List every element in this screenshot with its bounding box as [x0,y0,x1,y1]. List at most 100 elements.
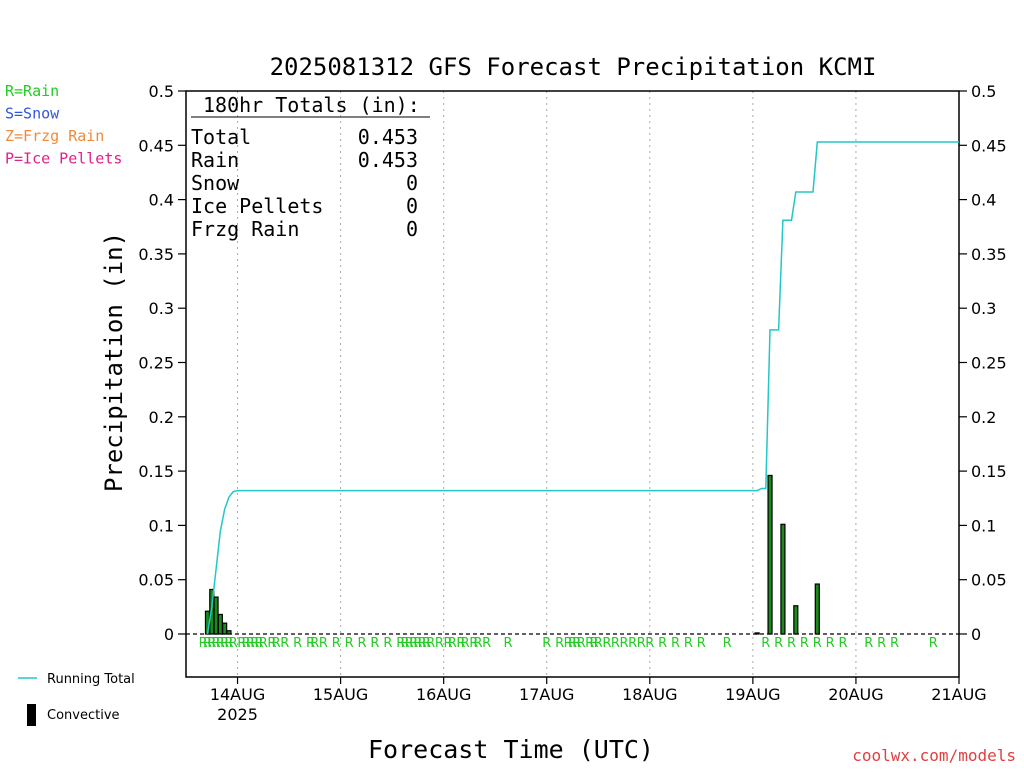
precip-type-mark: R [448,636,457,651]
precip-type-mark: R [203,636,212,651]
y-tick-label-left: 0.2 [149,408,174,427]
chart-title: 2025081312 GFS Forecast Precipitation KC… [270,53,877,81]
precip-type-mark: R [229,636,238,651]
totals-row-value: 0.453 [358,148,418,172]
precip-type-mark: R [761,636,770,651]
x-tick-label: 18AUG [622,685,677,704]
precip-type-mark: R [443,636,452,651]
x-tick-label: 15AUG [313,685,368,704]
precip-type-mark: R [594,636,603,651]
y-tick-label-right: 0.3 [971,299,996,318]
precip-type-mark: R [469,636,478,651]
precip-type-mark: R [435,636,444,651]
y-tick-label-left: 0.4 [149,191,174,210]
type-legend-item: P=Ice Pellets [5,150,122,168]
precip-type-mark: R [826,636,835,651]
precip-type-mark: R [310,636,319,651]
precip-type-mark: R [405,636,414,651]
precip-type-mark: R [564,636,573,651]
precip-type-mark: R [250,636,259,651]
totals-row-value: 0 [406,217,418,241]
convective-bar [222,622,228,635]
x-tick-label: 16AUG [416,685,471,704]
legend-label: Convective [47,708,120,723]
precip-type-mark: R [413,636,422,651]
precip-type-mark: R [199,636,208,651]
convective-bar [217,613,223,635]
precip-type-mark: R [456,636,465,651]
totals-row-label: Snow [191,171,240,195]
convective-bar [226,630,232,635]
precip-type-mark: R [774,636,783,651]
y-tick-label-right: 0.5 [971,82,996,101]
y-tick-label-left: 0.35 [138,245,174,264]
precip-type-mark: R [400,636,409,651]
y-tick-label-left: 0.3 [149,299,174,318]
precip-type-mark: R [418,636,427,651]
y-tick-label-right: 0.35 [971,245,1007,264]
precip-type-mark: R [482,636,491,651]
credit-link[interactable]: coolwx.com/models [852,746,1016,765]
precip-type-mark: R [272,636,281,651]
precip-type-mark: R [224,636,233,651]
precip-type-mark: R [259,636,268,651]
precip-type-mark: R [813,636,822,651]
totals-row-value: 0 [406,171,418,195]
precip-type-mark: R [577,636,586,651]
precip-type-mark: R [409,636,418,651]
x-axis-label: Forecast Time (UTC) [368,735,654,764]
precip-type-mark: R [426,636,435,651]
precip-type-mark: R [568,636,577,651]
precip-type-mark: R [254,636,263,651]
x-tick-sublabel: 2025 [217,705,258,724]
x-tick-label: 20AUG [828,685,883,704]
precip-type-mark: R [542,636,551,651]
precip-type-mark: R [890,636,899,651]
precip-type-mark: R [684,636,693,651]
precip-type-mark: R [461,636,470,651]
precip-type-mark: R [572,636,581,651]
totals-heading: 180hr Totals (in): [203,93,420,117]
precip-type-mark: R [723,636,732,651]
precip-type-mark: R [237,636,246,651]
y-tick-label-right: 0.05 [971,571,1007,590]
precip-type-mark: R [585,636,594,651]
convective-bar [793,605,799,635]
precip-type-mark: R [267,636,276,651]
precip-type-mark: R [628,636,637,651]
precip-type-mark: R [864,636,873,651]
precip-type-mark: R [293,636,302,651]
legend-bar-swatch [27,704,36,726]
y-axis-label: Precipitation (in) [100,232,128,492]
y-tick-label-right: 0.25 [971,354,1007,373]
y-tick-label-right: 0 [971,625,981,644]
running-total-line [206,141,959,635]
totals-row-label: Rain [191,148,239,172]
y-tick-label-left: 0.05 [138,571,174,590]
totals-row-value: 0 [406,194,418,218]
precip-type-mark: R [877,636,886,651]
precip-type-mark: R [645,636,654,651]
precip-type-mark: R [212,636,221,651]
totals-row-label: Frzg Rain [191,217,299,241]
precip-type-mark: R [611,636,620,651]
y-tick-label-left: 0.1 [149,516,174,535]
totals-row-label: Total [191,125,251,149]
precip-type-mark: R [207,636,216,651]
y-tick-label-left: 0.15 [138,462,174,481]
y-tick-label-left: 0.5 [149,82,174,101]
precip-type-mark: R [358,636,367,651]
y-tick-label-left: 0.25 [138,354,174,373]
precip-type-mark: R [620,636,629,651]
y-tick-label-right: 0.2 [971,408,996,427]
y-tick-label-right: 0.4 [971,191,996,210]
precip-type-mark: R [671,636,680,651]
totals-row-label: Ice Pellets [191,194,323,218]
precip-type-mark: R [246,636,255,651]
x-tick-label: 17AUG [519,685,574,704]
convective-bar [780,523,786,635]
type-legend-item: R=Rain [5,82,59,100]
x-tick-label: 19AUG [725,685,780,704]
x-tick-label: 21AUG [931,685,986,704]
